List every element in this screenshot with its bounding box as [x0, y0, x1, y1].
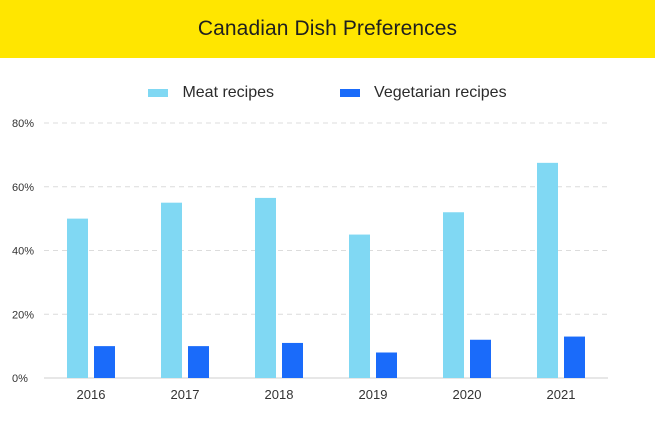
- x-tick-label: 2019: [359, 387, 388, 402]
- chart-title: Canadian Dish Preferences: [197, 17, 458, 40]
- bar-vegetarian-2019: [376, 352, 397, 378]
- x-tick-label: 2016: [77, 387, 106, 402]
- bar-meat-2020: [443, 212, 464, 378]
- y-tick-label: 60%: [12, 182, 34, 194]
- legend-item-vegetarian: Vegetarian recipes: [340, 84, 507, 102]
- legend-item-meat: Meat recipes: [148, 84, 274, 102]
- bar-meat-2019: [349, 234, 370, 378]
- x-tick-label: 2017: [171, 387, 200, 402]
- x-tick-label: 2018: [265, 387, 294, 402]
- legend-swatch-meat: [148, 89, 169, 97]
- bar-vegetarian-2018: [282, 342, 303, 378]
- bar-vegetarian-2017: [188, 346, 209, 378]
- y-tick-label: 40%: [12, 246, 34, 258]
- bar-meat-2018: [255, 197, 276, 378]
- legend: Meat recipes Vegetarian recipes: [0, 80, 655, 106]
- x-tick-label: 2020: [453, 387, 482, 402]
- bar-meat-2017: [161, 202, 182, 378]
- legend-label-vegetarian: Vegetarian recipes: [374, 84, 507, 101]
- bar-meat-2021: [537, 162, 558, 378]
- header-banner: Canadian Dish Preferences: [0, 0, 655, 58]
- bar-vegetarian-2020: [470, 339, 491, 378]
- y-tick-label: 80%: [12, 118, 34, 130]
- bar-vegetarian-2016: [94, 346, 115, 378]
- legend-label-meat: Meat recipes: [182, 84, 275, 101]
- x-tick-label: 2021: [547, 387, 576, 402]
- y-tick-label: 20%: [12, 309, 34, 321]
- legend-swatch-vegetarian: [340, 89, 361, 97]
- bar-vegetarian-2021: [564, 336, 585, 378]
- bar-meat-2016: [67, 218, 88, 378]
- y-tick-label: 0%: [12, 373, 28, 385]
